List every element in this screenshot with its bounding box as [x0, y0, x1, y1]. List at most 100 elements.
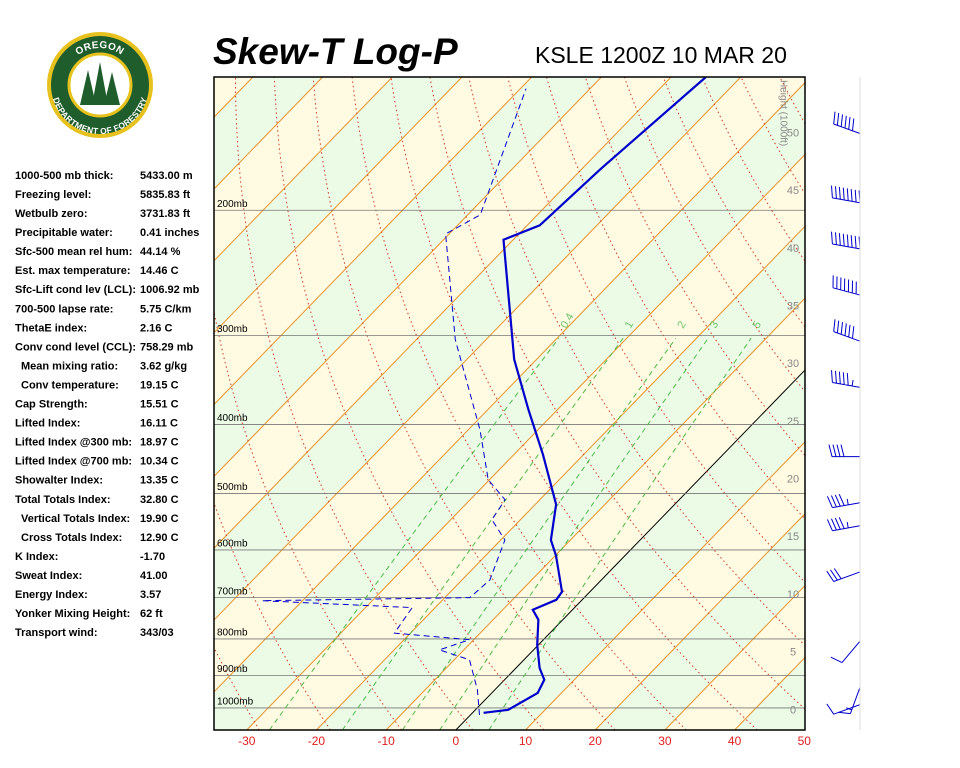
index-value: 32.80 C [140, 494, 179, 506]
wind-barb [830, 640, 861, 664]
index-label: Est. max temperature: [15, 265, 131, 277]
isotherm [316, 225, 805, 730]
y-tick-label: 1000mb [217, 697, 254, 708]
y-tick-label: 400mb [217, 413, 248, 424]
isotherm [214, 77, 602, 478]
dry-adiabat [235, 77, 474, 730]
index-label: Lifted Index: [15, 418, 80, 430]
index-label: Total Totals Index: [15, 494, 111, 506]
y2-tick-label: 0 [790, 704, 796, 716]
mixing-ratio-label: 1 [623, 319, 636, 330]
y2-tick-label: 5 [790, 647, 796, 659]
logo-tree [104, 72, 120, 105]
dry-adiabat [390, 77, 758, 730]
isotherm [214, 77, 533, 406]
dry-adiabat [468, 77, 805, 647]
logo-text-top-path: OREGON [74, 39, 126, 57]
mixing-ratio-line [401, 337, 677, 730]
index-label: Lifted Index @700 mb: [15, 456, 132, 468]
chart-title: Skew-T Log-P [213, 31, 458, 72]
index-value: 15.51 C [140, 399, 179, 411]
y-tick-label: 500mb [217, 482, 248, 493]
dry-adiabat [312, 77, 616, 730]
dry-adiabat [740, 77, 805, 195]
isotherm [214, 81, 805, 693]
logo-tree [80, 70, 96, 105]
isotherm [874, 77, 960, 730]
dry-adiabat [858, 77, 960, 730]
wind-barb [831, 231, 861, 250]
x-tick-label: 10 [519, 734, 533, 748]
logo-tree [92, 62, 108, 105]
index-value: 343/03 [140, 627, 174, 639]
y2-axis-label: Height (1000ft) [777, 80, 788, 146]
logo-text-top: OREGON [74, 39, 127, 57]
x-tick-label: -20 [308, 734, 326, 748]
indices-table: 1000-500 mb thick: 5433.00 m Freezing leve… [15, 170, 200, 639]
x-tick-label: -30 [238, 734, 256, 748]
isotherm-band [804, 729, 805, 730]
y-tick-label: 600mb [217, 539, 248, 550]
index-value: 3731.83 ft [140, 208, 190, 220]
plot-lines [214, 77, 960, 730]
y-tick-label: 700mb [217, 586, 248, 597]
wind-barb [831, 185, 861, 204]
dry-adiabat [935, 77, 960, 730]
index-value: 62 ft [140, 608, 163, 620]
dry-adiabat [214, 501, 331, 730]
y-tick-label: 900mb [217, 664, 248, 675]
x-tick-label: 40 [728, 734, 742, 748]
wind-barb [833, 111, 861, 135]
wind-barb [826, 493, 861, 509]
index-label: Yonker Mixing Height: [15, 608, 130, 620]
index-value: 19.90 C [140, 513, 179, 525]
index-value: 44.14 % [140, 246, 181, 258]
index-label: K Index: [15, 551, 58, 563]
wind-barb [828, 444, 861, 458]
y2-tick-label: 50 [787, 127, 799, 139]
index-value: 1006.92 mb [140, 284, 200, 296]
mixing-ratio-label: 5 [751, 319, 764, 330]
x-tick-label: -10 [377, 734, 395, 748]
y2-tick-label: 30 [787, 358, 799, 370]
index-label: Energy Index: [15, 589, 88, 601]
mixing-ratio-label: 3 [708, 319, 721, 330]
index-label: Conv temperature: [21, 379, 119, 391]
index-label: 700-500 lapse rate: [15, 303, 113, 315]
index-value: -1.70 [140, 551, 165, 563]
profile-line [483, 77, 707, 714]
wind-barb [833, 319, 861, 342]
index-label: Sweat Index: [15, 570, 82, 582]
profile-line [262, 88, 527, 716]
index-label: Cap Strength: [15, 399, 88, 411]
index-label: Sfc-Lift cond lev (LCL): [15, 284, 136, 296]
wind-barb [831, 370, 861, 388]
index-value: 5433.00 m [140, 170, 193, 182]
index-label: Lifted Index @300 mb: [15, 437, 132, 449]
dry-adiabat [897, 77, 960, 730]
mixing-ratio-line [439, 337, 709, 730]
y2-tick-label: 45 [787, 185, 799, 197]
index-value: 3.62 g/kg [140, 360, 187, 372]
x-tick-label: 0 [452, 734, 459, 748]
index-label: Sfc-500 mean rel hum: [15, 246, 132, 258]
y2-tick-label: 25 [787, 416, 799, 428]
index-label: Wetbulb zero: [15, 208, 88, 220]
isotherm [803, 728, 805, 730]
index-label: Mean mixing ratio: [21, 360, 118, 372]
wind-barb [826, 568, 861, 582]
labels: 1000mb 900mb 800mb 700mb 600mb 500mb 400mb 300m… [217, 77, 861, 748]
chart-subtitle: KSLE 1200Z 10 MAR 20 [535, 42, 787, 68]
y2-tick-label: 10 [787, 589, 799, 601]
index-value: 14.46 C [140, 265, 179, 277]
index-label: 1000-500 mb thick: [15, 170, 113, 182]
x-tick-label: 50 [798, 734, 812, 748]
isotherm [664, 584, 805, 730]
wind-barb [832, 275, 861, 296]
index-value: 16.11 C [140, 418, 178, 430]
mixing-ratio-line [488, 337, 752, 730]
index-label: Vertical Totals Index: [21, 513, 130, 525]
wind-barb [838, 687, 861, 715]
isotherm [214, 77, 323, 190]
isotherm-band [214, 77, 805, 692]
